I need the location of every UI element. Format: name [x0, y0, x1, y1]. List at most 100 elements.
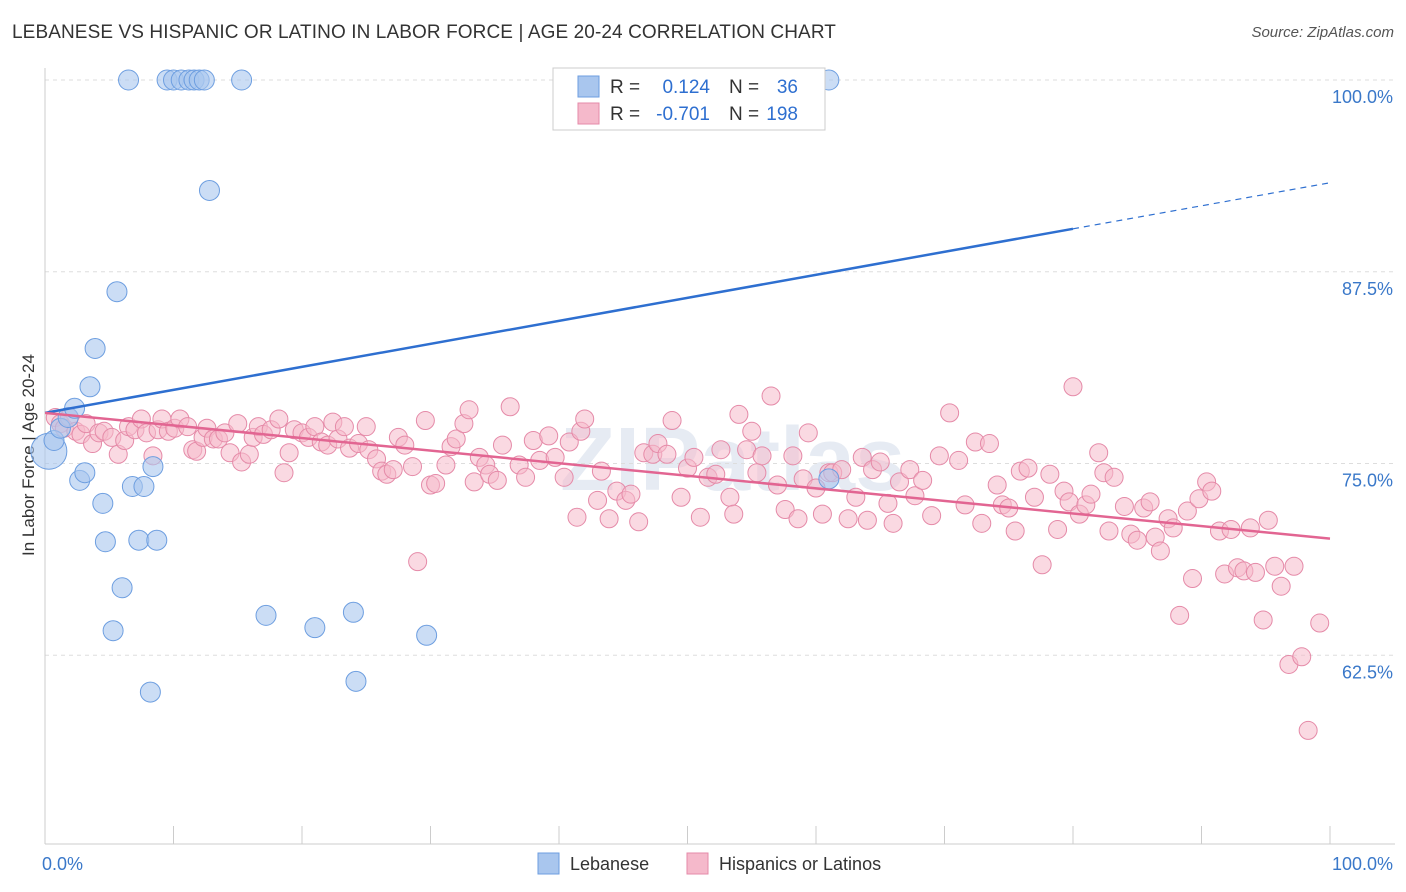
- data-point-hispanics: [426, 473, 446, 493]
- data-point-lebanese: [146, 529, 168, 551]
- trend-line-lebanese-extension: [1072, 182, 1331, 230]
- data-point-hispanics: [852, 447, 872, 467]
- data-point-hispanics: [1298, 720, 1318, 740]
- data-point-hispanics: [1032, 555, 1052, 575]
- data-point-hispanics: [684, 447, 704, 467]
- legend-r-label: R =: [610, 77, 640, 98]
- data-point-hispanics: [446, 429, 466, 449]
- data-point-hispanics: [1018, 458, 1038, 478]
- data-point-hispanics: [1089, 443, 1109, 463]
- data-point-hispanics: [492, 435, 512, 455]
- data-point-hispanics: [1081, 484, 1101, 504]
- data-point-hispanics: [1202, 481, 1222, 501]
- data-point-hispanics: [567, 507, 587, 527]
- legend: R = 0.124 N = 36 R = -0.701 N = 198: [552, 67, 826, 131]
- data-point-hispanics: [1240, 518, 1260, 538]
- data-point-hispanics: [1140, 492, 1160, 512]
- data-point-hispanics: [812, 504, 832, 524]
- y-ticks: 100.0% 87.5% 75.0% 62.5%: [1332, 87, 1393, 682]
- data-point-hispanics: [870, 452, 890, 472]
- data-point-hispanics: [383, 460, 403, 480]
- data-point-hispanics: [588, 490, 608, 510]
- data-point-hispanics: [279, 443, 299, 463]
- data-point-hispanics: [516, 467, 536, 487]
- data-point-hispanics: [913, 470, 933, 490]
- data-point-hispanics: [955, 495, 975, 515]
- data-point-hispanics: [500, 397, 520, 417]
- legend-swatch-lebanese: [577, 75, 600, 98]
- series-lebanese-points: [30, 69, 840, 703]
- data-point-hispanics: [1253, 610, 1273, 630]
- data-point-hispanics: [729, 404, 749, 424]
- data-point-hispanics: [554, 467, 574, 487]
- data-point-hispanics: [1271, 576, 1291, 596]
- data-point-hispanics: [788, 509, 808, 529]
- data-point-hispanics: [1063, 377, 1083, 397]
- data-point-hispanics: [1310, 613, 1330, 633]
- data-point-hispanics: [940, 403, 960, 423]
- data-point-lebanese: [304, 617, 326, 639]
- data-point-hispanics: [1150, 541, 1170, 561]
- data-point-hispanics: [356, 417, 376, 437]
- data-point-hispanics: [706, 464, 726, 484]
- data-point-hispanics: [1099, 521, 1119, 541]
- data-point-lebanese: [198, 179, 220, 201]
- data-point-hispanics: [76, 414, 96, 434]
- data-point-hispanics: [415, 411, 435, 431]
- data-point-lebanese: [128, 529, 150, 551]
- data-point-hispanics: [403, 457, 423, 477]
- data-point-hispanics: [690, 507, 710, 527]
- chart-source: Source: ZipAtlas.com: [1251, 24, 1394, 41]
- data-point-hispanics: [487, 470, 507, 490]
- data-point-hispanics: [1292, 647, 1312, 667]
- y-tick-label: 87.5%: [1342, 279, 1393, 299]
- data-point-hispanics: [662, 411, 682, 431]
- data-point-lebanese: [106, 281, 128, 303]
- data-point-hispanics: [629, 512, 649, 532]
- legend-n-label: N =: [729, 77, 759, 98]
- data-point-hispanics: [1284, 556, 1304, 576]
- legend-r-value: 0.124: [662, 77, 710, 98]
- data-point-hispanics: [883, 513, 903, 533]
- trend-lines: [44, 182, 1331, 540]
- data-point-lebanese: [92, 492, 114, 514]
- data-point-hispanics: [215, 423, 235, 443]
- data-point-hispanics: [1265, 556, 1285, 576]
- data-point-hispanics: [436, 455, 456, 475]
- data-point-hispanics: [1104, 467, 1124, 487]
- data-point-hispanics: [408, 552, 428, 572]
- data-point-hispanics: [890, 472, 910, 492]
- bottom-legend-label-lebanese: Lebanese: [570, 854, 649, 874]
- data-point-lebanese: [345, 670, 367, 692]
- data-point-hispanics: [711, 440, 731, 460]
- data-point-hispanics: [599, 509, 619, 529]
- y-tick-label: 75.0%: [1342, 471, 1393, 491]
- data-point-hispanics: [274, 463, 294, 483]
- data-point-lebanese: [102, 620, 124, 642]
- bottom-legend-swatch-hispanics: [686, 852, 709, 875]
- trend-line-lebanese: [44, 227, 1074, 415]
- data-point-hispanics: [987, 475, 1007, 495]
- y-tick-label: 100.0%: [1332, 87, 1393, 107]
- data-point-hispanics: [1114, 496, 1134, 516]
- data-point-lebanese: [193, 69, 215, 91]
- series-hispanics-points: [45, 377, 1330, 740]
- bottom-legend-swatch-lebanese: [537, 852, 560, 875]
- data-point-hispanics: [621, 484, 641, 504]
- data-point-hispanics: [395, 435, 415, 455]
- data-point-hispanics: [775, 500, 795, 520]
- y-axis-label: In Labor Force | Age 20-24: [19, 354, 38, 556]
- y-tick-label: 62.5%: [1342, 662, 1393, 682]
- data-point-lebanese: [74, 462, 96, 484]
- data-point-hispanics: [979, 434, 999, 454]
- data-point-hispanics: [900, 460, 920, 480]
- data-point-hispanics: [1183, 569, 1203, 589]
- x-ticks: 0.0% 100.0%: [42, 854, 1393, 874]
- data-point-hispanics: [1170, 605, 1190, 625]
- data-point-hispanics: [949, 450, 969, 470]
- data-point-hispanics: [1024, 487, 1044, 507]
- legend-n-value: 198: [766, 104, 798, 125]
- data-point-hispanics: [459, 400, 479, 420]
- data-point-hispanics: [1127, 530, 1147, 550]
